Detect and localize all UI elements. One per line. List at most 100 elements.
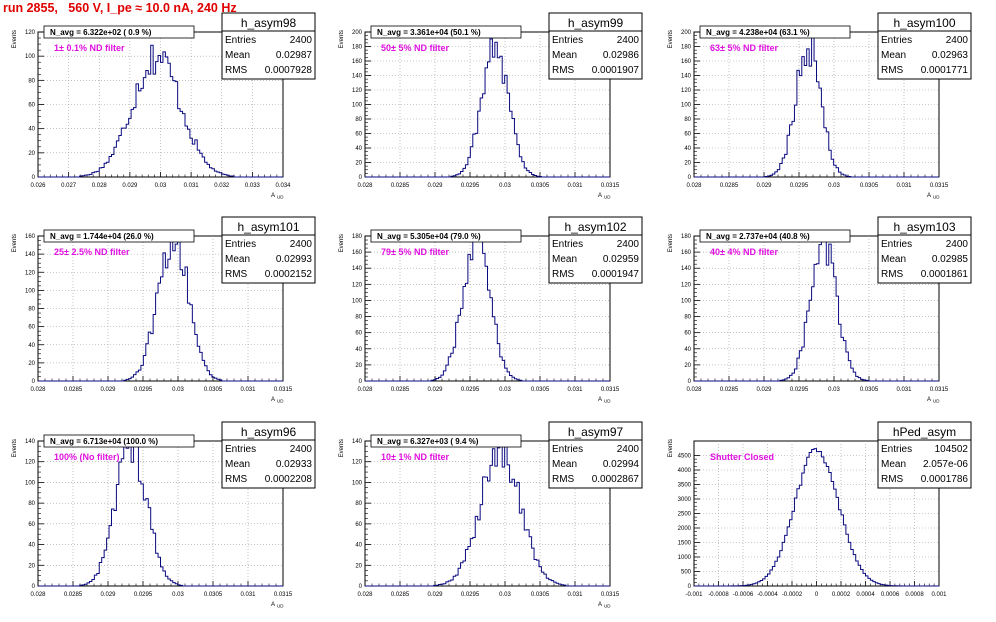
x-axis-label: A UD bbox=[271, 193, 284, 200]
x-tick-label: 0.0285 bbox=[391, 592, 410, 598]
navg-box bbox=[370, 25, 522, 39]
x-tick-label: 0.03 bbox=[172, 387, 184, 393]
y-tick-label: 500 bbox=[681, 570, 692, 576]
stats-value: 104502 bbox=[935, 444, 969, 455]
histogram-panel-h_asym101: 0.028 0.0285 0.029 0.0295 0.03 0.0305 0.031 0.0… bbox=[12, 216, 316, 404]
filter-annotation: 79± 5% ND filter bbox=[381, 247, 449, 257]
stats-value: 0.02986 bbox=[603, 50, 640, 61]
stats-value: 2400 bbox=[290, 35, 313, 46]
x-tick-label: 0.031 bbox=[896, 387, 912, 393]
stats-box bbox=[221, 421, 316, 489]
y-tick-label: 0 bbox=[359, 175, 363, 181]
histogram-name: h_asym103 bbox=[893, 220, 955, 234]
y-tick-label: 200 bbox=[352, 30, 363, 36]
histogram-panel-h_asym98: 0.026 0.027 0.028 0.029 0.03 0.031 0.032 0.033 0… bbox=[12, 12, 316, 200]
stats-box bbox=[221, 12, 316, 80]
x-tick-label: 0.0305 bbox=[860, 183, 879, 189]
x-tick-label: 0.0315 bbox=[601, 387, 620, 393]
histogram-line bbox=[365, 440, 610, 587]
y-tick-label: 120 bbox=[681, 88, 692, 94]
y-tick-label: 0 bbox=[688, 379, 692, 385]
y-tick-label: 120 bbox=[352, 282, 363, 288]
stats-value: 0.0002867 bbox=[592, 474, 640, 485]
y-tick-label: 4000 bbox=[678, 468, 692, 474]
stats-value: 2400 bbox=[617, 444, 640, 455]
histogram-panel-h_asym100: 0.028 0.0285 0.029 0.0295 0.03 0.0305 0.031 0.0… bbox=[668, 12, 972, 200]
y-tick-label: 40 bbox=[355, 543, 362, 549]
navg-box bbox=[43, 25, 195, 39]
y-tick-label: 20 bbox=[355, 563, 362, 569]
x-tick-label: 0.0285 bbox=[391, 183, 410, 189]
y-tick-label: 1000 bbox=[678, 555, 692, 561]
y-axis-label: Events bbox=[12, 30, 18, 48]
x-tick-label: 0.0285 bbox=[720, 183, 739, 189]
navg-label: N_avg = 3.361e+04 (50.1 %) bbox=[377, 28, 481, 37]
x-tick-label: 0.03 bbox=[828, 183, 840, 189]
y-tick-label: 140 bbox=[25, 439, 36, 445]
stats-label: RMS bbox=[225, 474, 248, 485]
histogram-name: h_asym98 bbox=[241, 16, 297, 30]
x-tick-label: 0.028 bbox=[357, 592, 373, 598]
y-tick-label: 160 bbox=[681, 250, 692, 256]
histogram-panel-h_asym99: 0.028 0.0285 0.029 0.0295 0.03 0.0305 0.031 0.0… bbox=[339, 12, 643, 200]
y-axis-label: Events bbox=[339, 439, 345, 457]
y-tick-label: 140 bbox=[681, 74, 692, 80]
y-tick-label: 0 bbox=[32, 175, 36, 181]
stats-box bbox=[548, 12, 643, 80]
x-tick-label: 0.029 bbox=[122, 183, 138, 189]
stats-label: Entries bbox=[552, 35, 583, 46]
histogram-name: h_asym100 bbox=[893, 16, 955, 30]
y-tick-label: 40 bbox=[28, 343, 35, 349]
navg-label: N_avg = 2.737e+04 (40.8 %) bbox=[706, 232, 810, 241]
y-tick-label: 160 bbox=[352, 250, 363, 256]
y-axis-label: Events bbox=[668, 439, 674, 457]
y-tick-label: 0 bbox=[359, 379, 363, 385]
stats-label: RMS bbox=[552, 474, 575, 485]
histogram-line bbox=[694, 448, 939, 587]
x-tick-label: 0.0305 bbox=[204, 592, 223, 598]
navg-label: N_avg = 6.713e+04 (100.0 %) bbox=[50, 437, 158, 446]
x-tick-label: 0.029 bbox=[756, 183, 772, 189]
y-tick-label: 120 bbox=[352, 460, 363, 466]
stats-value: 2400 bbox=[946, 35, 969, 46]
histogram-panel-h_asym103: 0.028 0.0285 0.029 0.0295 0.03 0.0305 0.031 0.0… bbox=[668, 216, 972, 404]
y-tick-label: 200 bbox=[681, 30, 692, 36]
y-tick-label: 40 bbox=[28, 127, 35, 133]
x-tick-label: 0.0305 bbox=[531, 592, 550, 598]
y-tick-label: 80 bbox=[684, 315, 691, 321]
x-tick-label: 0.029 bbox=[427, 387, 443, 393]
x-tick-label: -0.0002 bbox=[782, 592, 803, 598]
y-tick-label: 60 bbox=[355, 331, 362, 337]
x-tick-label: 0.03 bbox=[499, 183, 511, 189]
y-tick-label: 100 bbox=[352, 480, 363, 486]
y-tick-label: 80 bbox=[28, 501, 35, 507]
navg-label: N_avg = 4.238e+04 (63.1 %) bbox=[706, 28, 810, 37]
y-tick-label: 100 bbox=[352, 298, 363, 304]
x-tick-label: 0.0315 bbox=[601, 592, 620, 598]
navg-label: N_avg = 6.322e+02 ( 0.9 %) bbox=[50, 28, 152, 37]
y-tick-label: 100 bbox=[352, 103, 363, 109]
stats-label: Entries bbox=[881, 239, 912, 250]
stats-box bbox=[548, 216, 643, 284]
histogram-name: hPed_asym bbox=[893, 425, 956, 439]
stats-value: 0.0001947 bbox=[592, 269, 640, 280]
x-tick-label: 0.026 bbox=[30, 183, 46, 189]
filter-annotation: Shutter Closed bbox=[710, 452, 774, 462]
x-tick-label: 0.031 bbox=[240, 592, 256, 598]
x-tick-label: 0.03 bbox=[155, 183, 167, 189]
stats-label: RMS bbox=[552, 65, 575, 76]
histogram-line bbox=[38, 440, 283, 587]
x-tick-label: 0.033 bbox=[245, 183, 261, 189]
x-axis-label: A UD bbox=[271, 602, 284, 609]
stats-label: RMS bbox=[881, 269, 904, 280]
stats-value: 2400 bbox=[946, 239, 969, 250]
x-tick-label: 0.028 bbox=[357, 183, 373, 189]
stats-box bbox=[548, 421, 643, 489]
y-tick-label: 60 bbox=[28, 522, 35, 528]
x-tick-label: 0.0295 bbox=[790, 183, 809, 189]
x-tick-label: 0.03 bbox=[828, 387, 840, 393]
y-tick-label: 120 bbox=[352, 88, 363, 94]
stats-box bbox=[877, 421, 972, 489]
stats-value: 0.02994 bbox=[603, 459, 640, 470]
y-tick-label: 40 bbox=[684, 146, 691, 152]
